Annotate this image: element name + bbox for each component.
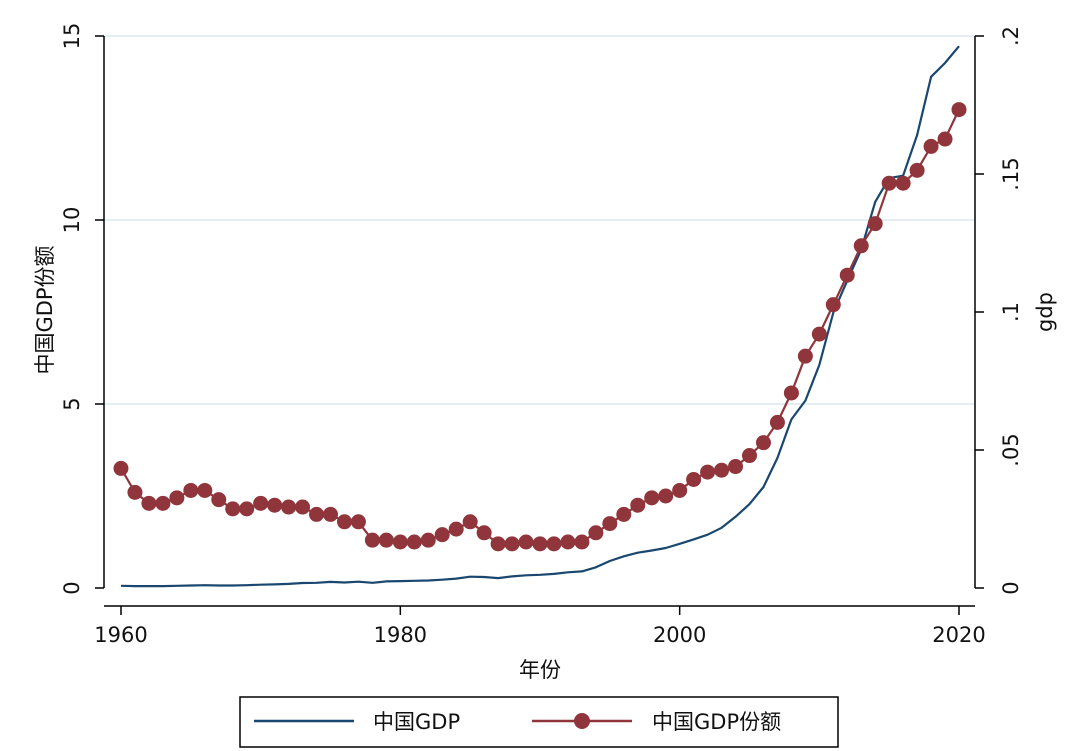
series-1-point-37 xyxy=(630,497,646,513)
series-1-point-46 xyxy=(755,435,771,451)
y-right-tick-label-3: .15 xyxy=(999,157,1023,190)
series-1-point-13 xyxy=(295,499,311,515)
series-1-point-55 xyxy=(881,175,897,191)
series-1-point-10 xyxy=(253,495,269,511)
series-1-point-18 xyxy=(364,532,380,548)
series-1-point-58 xyxy=(923,138,939,154)
series-1-point-25 xyxy=(462,514,478,530)
y-left-tick-label-0: 0 xyxy=(60,581,84,594)
series-1-point-26 xyxy=(476,525,492,541)
series-1-point-31 xyxy=(546,536,562,552)
x-tick-label-1: 1980 xyxy=(374,623,427,647)
series-1-point-47 xyxy=(769,414,785,430)
series-1-point-54 xyxy=(867,216,883,232)
series-1-point-38 xyxy=(644,490,660,506)
y-left-axis-title: 中国GDP份额 xyxy=(33,245,57,374)
series-1-point-20 xyxy=(392,534,408,550)
series-1-point-48 xyxy=(783,385,799,401)
series-1-point-32 xyxy=(560,534,576,550)
series-1-point-11 xyxy=(267,497,283,513)
legend-label-gdp-share: 中国GDP份额 xyxy=(652,710,781,734)
series-1-point-30 xyxy=(532,536,548,552)
series-1-point-1 xyxy=(127,484,143,500)
y-left-tick-label-3: 15 xyxy=(60,23,84,50)
series-1-point-44 xyxy=(728,459,744,475)
series-1-point-51 xyxy=(825,297,841,313)
series-1-point-5 xyxy=(183,482,199,498)
x-tick-label-3: 2020 xyxy=(932,623,985,647)
series-1-point-8 xyxy=(225,501,241,517)
series-1-point-16 xyxy=(336,514,352,530)
legend-label-gdp: 中国GDP xyxy=(373,710,460,734)
x-tick-label-2: 2000 xyxy=(653,623,706,647)
series-1-point-14 xyxy=(309,506,325,522)
series-1-point-7 xyxy=(211,492,227,508)
series-1-point-28 xyxy=(504,536,520,552)
series-1-point-2 xyxy=(141,495,157,511)
series-1-point-59 xyxy=(937,131,953,147)
axes: 1960 1980 2000 2020 0 5 10 15 0 .05 .1 .15 .2 xyxy=(60,23,1023,647)
series-1-point-60 xyxy=(951,102,967,118)
legend: 中国GDP 中国GDP份额 xyxy=(239,696,839,748)
series-line-0 xyxy=(120,45,960,588)
series-1-point-27 xyxy=(490,536,506,552)
series-1-point-42 xyxy=(700,464,716,480)
series-1-point-29 xyxy=(518,534,534,550)
series-1-point-41 xyxy=(686,471,702,487)
y-right-tick-label-0: 0 xyxy=(999,581,1023,594)
series-1-point-45 xyxy=(742,448,757,464)
series-1-point-15 xyxy=(323,506,338,522)
y-left-tick-label-2: 10 xyxy=(60,207,84,234)
series-1-point-43 xyxy=(714,462,730,478)
series-1-point-19 xyxy=(378,532,394,548)
x-tick-label-0: 1960 xyxy=(94,623,147,647)
series-1-point-9 xyxy=(239,501,255,517)
series-1-point-56 xyxy=(895,175,911,191)
series-1-point-33 xyxy=(574,534,590,550)
series-1-point-39 xyxy=(658,488,674,504)
legend-marker-gdp-share xyxy=(574,713,590,729)
series-1-point-4 xyxy=(169,490,185,506)
series-1-point-40 xyxy=(672,482,688,498)
series-1-point-3 xyxy=(155,495,171,511)
y-right-tick-label-1: .05 xyxy=(999,433,1023,466)
series-1-point-24 xyxy=(448,521,464,537)
y-right-axis-title: gdp xyxy=(1033,292,1057,332)
series-1-point-0 xyxy=(113,460,129,476)
y-right-tick-label-4: .2 xyxy=(999,26,1023,46)
series-1-point-23 xyxy=(434,527,450,543)
series-1-point-35 xyxy=(602,516,618,532)
y-left-tick-label-1: 5 xyxy=(60,397,84,410)
series-1-point-17 xyxy=(350,514,366,530)
series-1-point-57 xyxy=(909,162,925,178)
series-1-point-12 xyxy=(281,499,297,515)
series-layer xyxy=(113,45,967,588)
series-1-point-22 xyxy=(420,532,436,548)
series-1-point-53 xyxy=(853,238,869,254)
gridlines xyxy=(104,35,975,405)
series-1-point-49 xyxy=(797,348,813,364)
series-1-point-34 xyxy=(588,525,604,541)
series-1-point-21 xyxy=(406,534,422,550)
series-1-point-6 xyxy=(197,482,213,498)
x-axis-title: 年份 xyxy=(519,658,561,682)
series-1-point-50 xyxy=(811,326,827,342)
y-right-tick-label-2: .1 xyxy=(999,302,1023,322)
series-1-point-36 xyxy=(616,506,632,522)
series-1-point-52 xyxy=(839,267,855,283)
